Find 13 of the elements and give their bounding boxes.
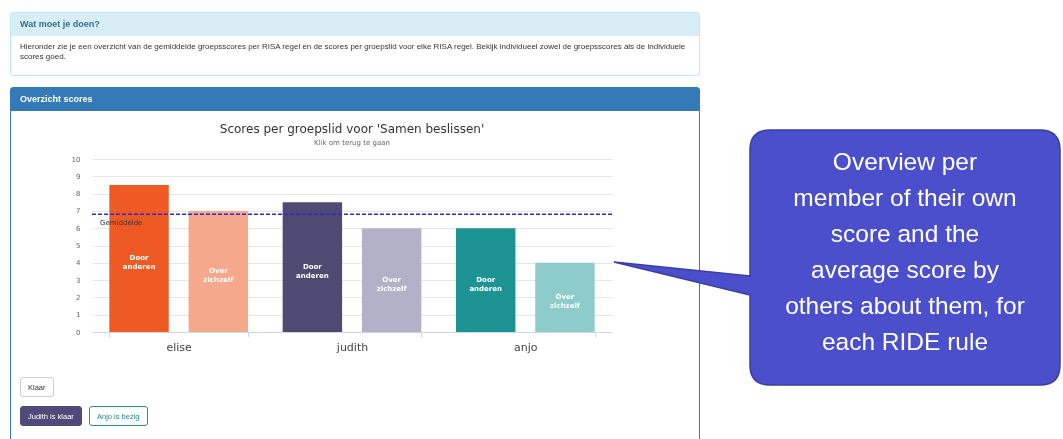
text: Hieronder zie je een overzicht van de gemiddelde groepsscores per RISA regel en de scores per groepslid voor elke RISA regel. Bekijk individueel zowel de groepsscores als de individuele scores goed.	[19, 41, 687, 63]
x-tick-label: anjo	[514, 340, 538, 354]
x-tick-label: judith	[335, 340, 369, 354]
bar	[535, 262, 595, 332]
x-tick-label: elise	[166, 340, 193, 354]
chart-title: Scores per groepslid voor 'Samen beslissen'	[219, 122, 485, 136]
text: Overzicht scores	[11, 88, 699, 111]
bar	[456, 228, 516, 332]
text: Overview per member of their own score and the average score by others about them, for each RIDE rule	[785, 147, 1025, 357]
bar	[282, 202, 343, 332]
bar	[361, 228, 422, 332]
bar	[188, 210, 248, 332]
text: Wat moet je doen?	[11, 13, 699, 36]
